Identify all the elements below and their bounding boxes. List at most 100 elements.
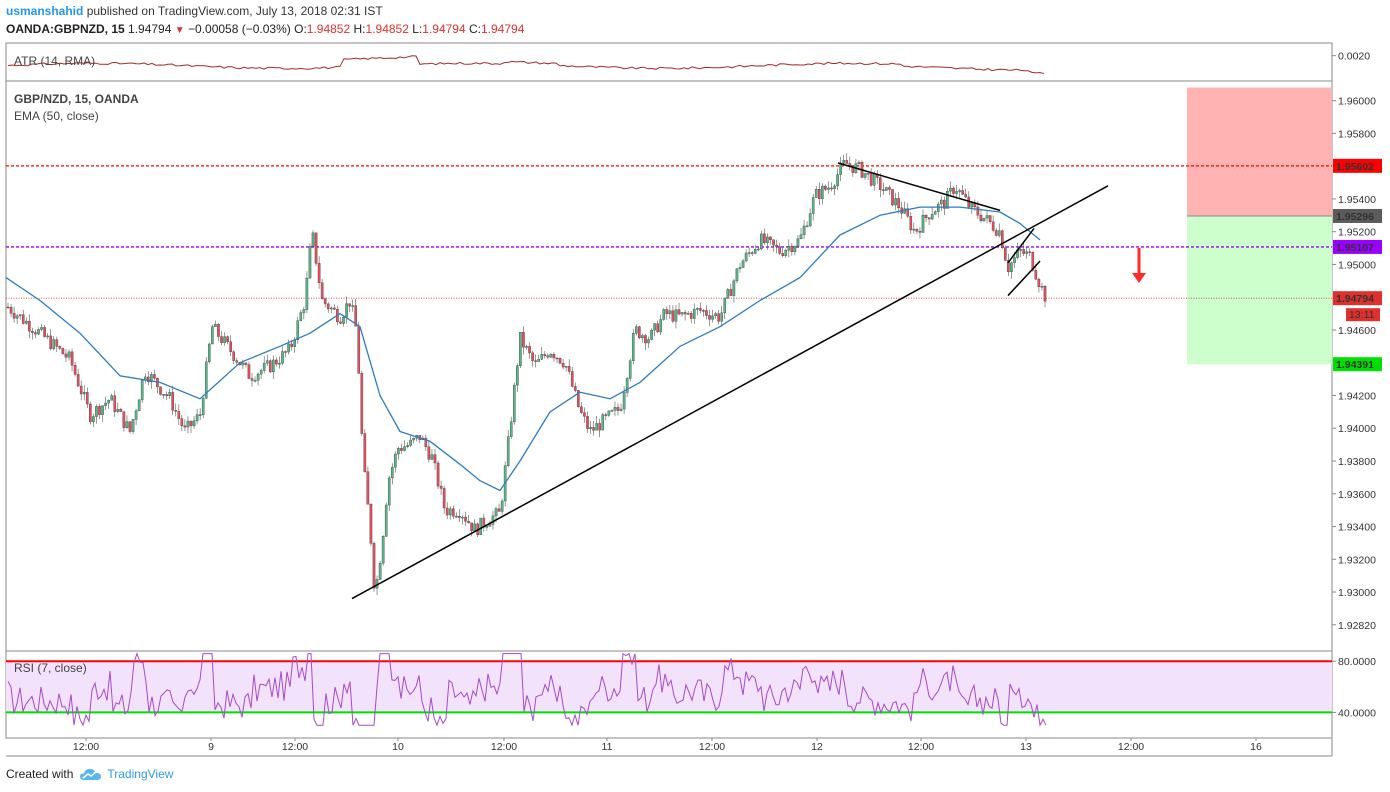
stop-price-badge-bg [1333,158,1382,173]
candle-body [927,217,931,220]
candle-body [842,160,845,164]
candle-body [991,221,995,231]
candle-body [235,360,239,363]
candle-body [702,310,705,312]
candle-body [281,351,284,364]
candle-body [625,378,629,393]
candle-body [391,466,394,479]
time-axis-label: 12:00 [699,741,725,753]
candle-body [433,454,437,464]
down-arrow-icon [1132,248,1146,283]
candle-body [497,508,501,512]
candle-body [793,246,797,253]
candle-body [18,314,22,317]
candle-body [98,406,101,415]
candle-body [137,399,141,412]
candle-body [705,310,708,316]
time-axis-label: 10 [392,741,404,753]
candle-body [1001,230,1004,249]
candle-body [586,416,589,429]
candle-body [345,303,348,318]
candle-body [531,352,534,361]
author-link[interactable]: usmanshahid [6,4,84,18]
time-axis-label: 11 [602,741,613,753]
target-price-badge: 1.94391 [1336,359,1374,371]
candle-body [430,454,434,460]
candle-body [537,359,540,362]
open-value: 1.94852 [306,22,351,36]
candle-body [851,165,855,173]
candle-body [223,336,226,343]
candle-body [680,312,684,315]
candle-body [52,339,56,349]
candle-body [747,252,751,254]
candle-body [360,373,364,434]
tradingview-brand[interactable]: TradingView [79,767,173,781]
level-price-badge-bg [1333,239,1382,254]
candle-body [528,346,531,354]
candle-body [214,324,217,327]
candle-body [970,202,974,208]
cloud-logo-icon [80,769,102,780]
candle-body [58,346,62,349]
candle-body [381,536,385,564]
footer: Created with TradingView [6,767,173,781]
candle-body [735,268,739,282]
candle-body [738,267,742,269]
candle-body [918,230,922,233]
candle-body [988,215,992,222]
published-text: published on TradingView.com, July 13, 2… [83,4,383,18]
candle-body [1019,249,1022,251]
candle-body [821,185,824,199]
candle-body [912,228,916,231]
candle-body [406,445,409,447]
candle-body [610,410,614,412]
price-axis-label: 1.93200 [1338,554,1376,566]
candle-body [55,339,59,347]
candle-body [15,315,19,319]
candle-body [994,230,998,236]
candle-body [204,361,208,399]
candle-body [46,335,49,338]
candle-body [769,236,772,240]
candle-body [12,313,16,319]
candle-body [677,309,681,315]
price-axis-label: 1.94200 [1338,390,1376,402]
time-axis-label: 12:00 [282,741,308,753]
candle-body [180,418,184,427]
candle-body [326,303,330,310]
candle-body [726,289,730,299]
candles [6,153,1047,596]
candle-body [284,351,287,353]
price-axis-label: 1.93600 [1338,489,1376,501]
candle-body [488,524,492,527]
candle-body [9,306,13,314]
candle-body [229,341,232,352]
candle-body [979,214,983,222]
candle-body [863,173,867,178]
candle-body [659,319,662,333]
candle-body [558,357,562,364]
price-axis-label: 1.95200 [1338,227,1376,239]
candle-body [997,230,1001,236]
candle-body [290,343,293,347]
candle-body [412,438,415,441]
candle-body [363,433,367,472]
candle-body [799,234,803,239]
candle-body [317,263,321,283]
candle-body [555,357,559,360]
candle-body [342,316,345,324]
candle-body [189,420,193,427]
price-axis-label: 1.96000 [1338,96,1376,108]
candle-body [95,406,98,417]
candle-body [613,407,617,411]
candle-body [714,313,717,317]
time-axis-label: 9 [208,741,214,753]
candle-body [226,336,229,342]
candle-body [452,508,455,517]
candle-body [805,225,809,228]
candle-body [427,446,431,460]
candle-body [757,248,760,251]
candle-body [525,346,528,348]
